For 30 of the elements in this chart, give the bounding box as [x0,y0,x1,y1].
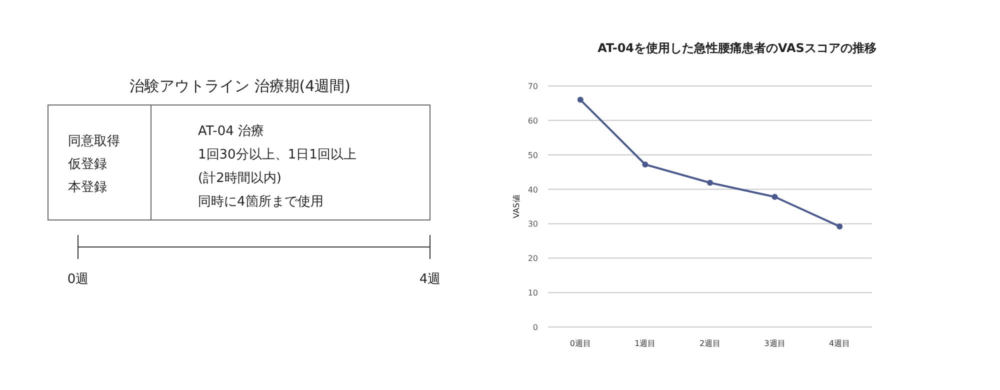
y-tick-label: 60 [528,116,538,126]
chart-title: AT-04を使用した急性腰痛患者のVASスコアの推移 [598,41,876,55]
x-tick-label: 4週目 [829,339,850,348]
y-tick-label: 50 [528,150,538,160]
x-tick-label: 0週目 [570,339,591,348]
x-tick-label: 3週目 [764,339,786,348]
y-axis-title: VAS値 [512,194,521,218]
text: 同意取得 [68,134,120,149]
text: 本登録 [68,180,107,195]
text: 治験アウトライン 治療期(4週間) [129,77,351,95]
y-tick-label: 30 [528,220,538,229]
text: AT-04 治療 [198,124,264,139]
text: (計2時間以内) [198,171,282,186]
point [772,194,778,200]
point [642,161,648,168]
y-tick-label: 20 [528,254,538,264]
x-tick-label: 2週目 [699,339,721,348]
x-tick-label: 1週目 [634,339,656,348]
point [836,223,843,230]
text: 同時に4箇所まで使用 [198,194,324,210]
point [707,180,713,186]
text: 仮登録 [67,157,107,172]
y-tick-label: 0 [532,323,538,332]
text: 1回30分以上、1日1回以上 [198,148,356,162]
text: 0週 [67,272,89,287]
y-tick-label: 70 [528,82,538,91]
point [577,96,584,103]
y-tick-label: 40 [528,185,538,194]
text: 4週 [419,272,441,287]
y-tick-label: 10 [528,288,538,298]
